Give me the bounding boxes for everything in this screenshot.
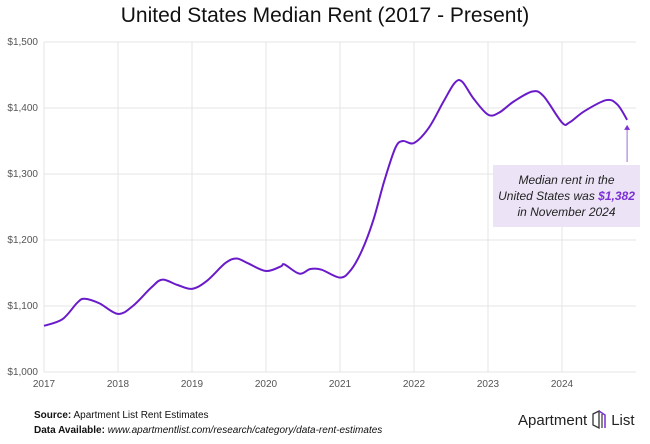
annotation-line3: in November 2024 (517, 205, 616, 219)
x-tick-label: 2022 (403, 379, 426, 390)
y-tick-label: $1,400 (7, 103, 38, 114)
x-tick-label: 2019 (181, 379, 204, 390)
annotation-value: $1,382 (598, 189, 635, 203)
x-tick-label: 2018 (107, 379, 130, 390)
rent-line (43, 79, 628, 327)
x-tick-label: 2024 (551, 379, 574, 390)
y-tick-label: $1,500 (7, 37, 38, 48)
annotation-line1: Median rent in the (518, 173, 615, 187)
apartment-list-logo: Apartment List (518, 410, 635, 430)
line-chart: $1,000 $1,100 $1,200 $1,300 $1,400 $1,500 2017… (7, 37, 636, 390)
footer-source: Source: Apartment List Rent Estimates Da… (34, 410, 383, 436)
x-tick-label: 2023 (477, 379, 500, 390)
annotation-line2: United States was $1,382 (498, 189, 635, 203)
chart-title: United States Median Rent (2017 - Presen… (120, 4, 530, 27)
x-tick-label: 2017 (33, 379, 56, 390)
annotation-box: Median rent in the United States was $1,… (493, 165, 640, 227)
data-url: www.apartmentlist.com/research/category/… (104, 425, 383, 436)
y-tick-label: $1,000 (7, 367, 38, 378)
x-tick-label: 2021 (329, 379, 352, 390)
y-tick-label: $1,100 (7, 301, 38, 312)
building-icon (592, 410, 606, 430)
annotation-arrowhead (624, 124, 631, 130)
y-tick-label: $1,200 (7, 235, 38, 246)
y-tick-label: $1,300 (7, 169, 38, 180)
x-tick-label: 2020 (255, 379, 278, 390)
